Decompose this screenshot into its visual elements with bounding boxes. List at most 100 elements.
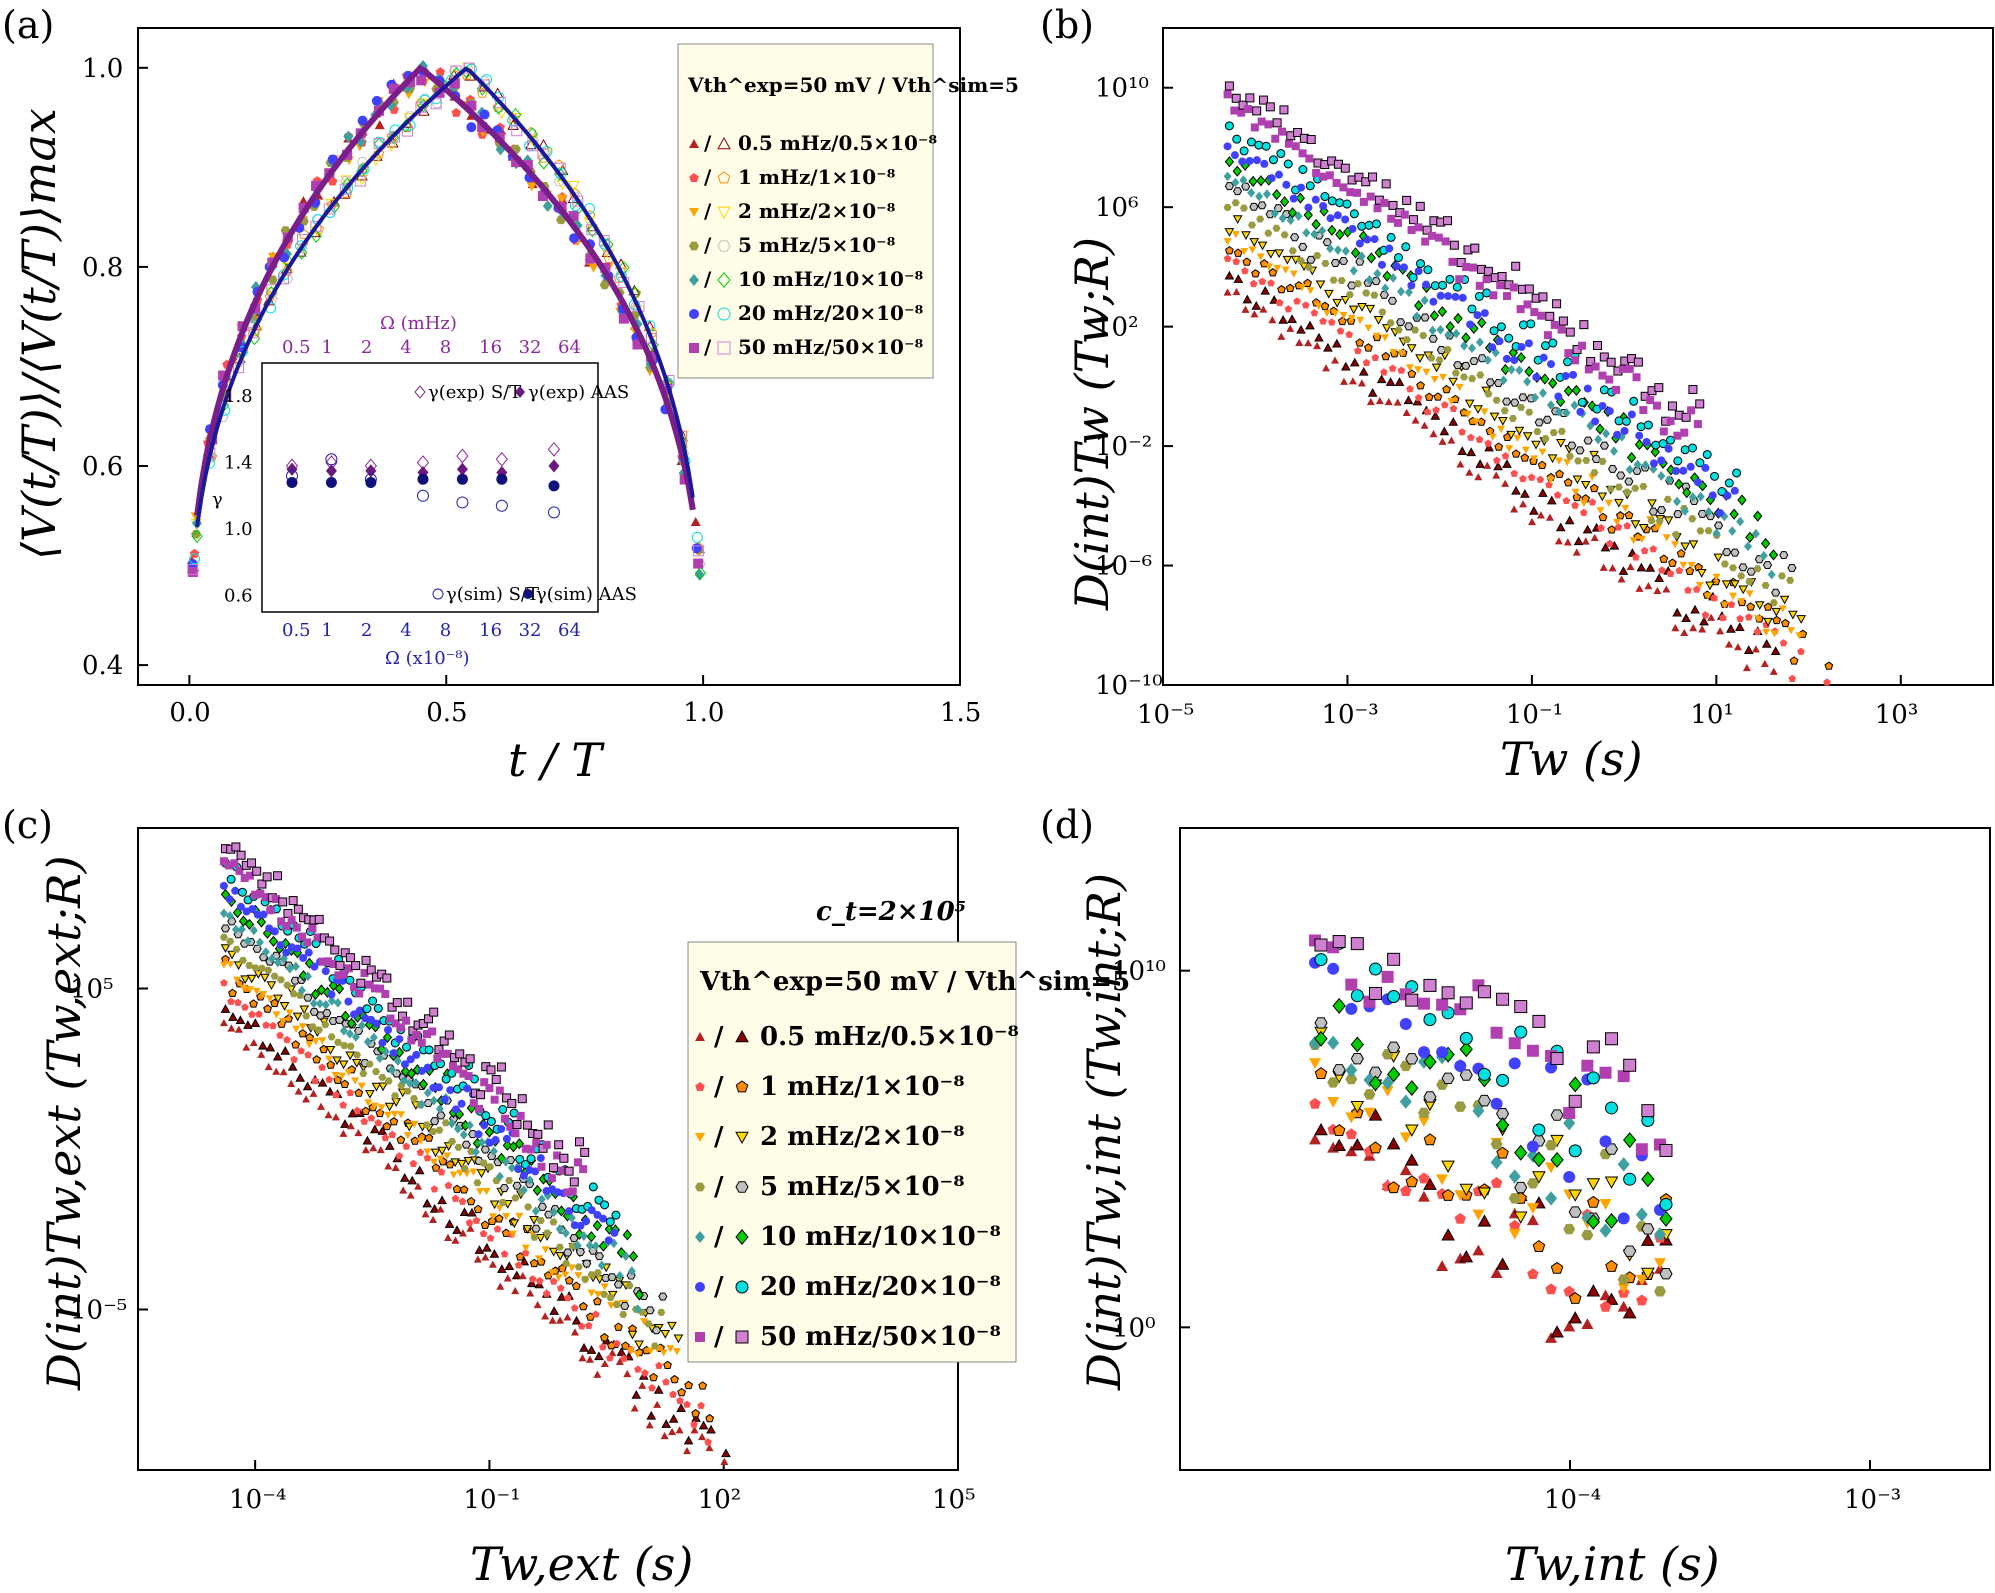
gc-exp-point xyxy=(486,1234,495,1242)
gb-exp-point xyxy=(1516,305,1525,314)
gc-exp-point xyxy=(219,908,228,919)
gb-sim-point xyxy=(1386,232,1396,242)
gc-exp-point xyxy=(511,1194,520,1202)
gb-sim-point xyxy=(1357,221,1367,231)
gd-sim-point xyxy=(1495,1257,1510,1270)
gb-exp-point xyxy=(1312,168,1321,177)
gb-sim-point xyxy=(1254,140,1264,150)
gb-sim-point xyxy=(1445,274,1455,284)
gb-exp-point xyxy=(1644,582,1653,590)
gc-sim-point xyxy=(351,961,361,971)
gb-sim-point xyxy=(1364,220,1374,230)
inset-point xyxy=(496,473,508,485)
gb-exp-point xyxy=(1696,491,1705,502)
legend-a-entry: 5 mHz/5×10⁻⁸ xyxy=(738,233,896,257)
gb-sim-point xyxy=(1258,95,1268,105)
gd-exp-point xyxy=(1490,1267,1503,1279)
gc-exp-point xyxy=(600,1359,609,1368)
gc-exp-point xyxy=(574,1272,583,1280)
gc-exp-point xyxy=(459,1069,468,1078)
gb-exp-point xyxy=(1402,336,1411,344)
gc-exp-point xyxy=(261,947,270,957)
gd-exp-point xyxy=(1490,1155,1503,1170)
gb-sim-point xyxy=(1349,357,1360,367)
gc-sim-point xyxy=(494,1214,504,1223)
gb-sim-point xyxy=(1290,233,1300,242)
a-exp-point xyxy=(388,83,399,94)
gc-exp-point xyxy=(556,1284,565,1292)
legend-c-sim-marker xyxy=(735,1080,749,1093)
gc-sim-point xyxy=(514,1138,525,1150)
legend-c-slash: / xyxy=(714,1322,724,1352)
gb-sim-point xyxy=(1385,377,1396,386)
gc-exp-point xyxy=(531,1206,540,1216)
gc-sim-point xyxy=(382,1121,392,1131)
gb-exp-point xyxy=(1255,191,1264,202)
gd-exp-point xyxy=(1545,1191,1558,1206)
gb-sim-point xyxy=(1540,341,1550,351)
gc-exp-point xyxy=(367,1015,376,1024)
gc-exp-point xyxy=(421,1210,430,1218)
gb-sim-point xyxy=(1484,442,1494,452)
gc-sim-point xyxy=(293,904,303,914)
a-sim-point xyxy=(478,79,490,91)
gc-exp-point xyxy=(599,1343,607,1351)
gb-exp-point xyxy=(1240,248,1249,256)
gb-sim-point xyxy=(1416,259,1426,269)
gc-sim-point xyxy=(556,1291,567,1301)
legend-a-exp-marker xyxy=(689,343,699,353)
gc-sim-point xyxy=(238,915,249,927)
gc-sim-point xyxy=(580,1147,590,1157)
gb-exp-point xyxy=(1357,251,1366,261)
inset-top-tick: 16 xyxy=(479,337,502,358)
gc-exp-point xyxy=(269,1021,277,1030)
gb-exp-point xyxy=(1472,418,1481,426)
gb-sim-point xyxy=(1433,392,1443,401)
gb-exp-point xyxy=(1247,188,1256,198)
gb-exp-point xyxy=(1393,398,1402,406)
gb-sim-point xyxy=(1688,540,1699,550)
legend-c-sim-marker xyxy=(735,1280,749,1294)
gd-sim-point xyxy=(1350,989,1364,1003)
gc-sim-point xyxy=(481,1111,491,1121)
gb-exp-point xyxy=(1536,511,1545,519)
gc-exp-point xyxy=(599,1214,608,1223)
gb-sim-point xyxy=(1552,299,1562,309)
gd-exp-point xyxy=(1563,1285,1575,1297)
gb-exp-point xyxy=(1397,349,1406,357)
gb-sim-point xyxy=(1696,569,1707,578)
gb-sim-point xyxy=(1414,300,1424,312)
gc-exp-point xyxy=(582,1217,591,1226)
gc-exp-point xyxy=(423,1148,432,1156)
gc-exp-point xyxy=(314,1026,323,1034)
gc-exp-point xyxy=(465,1218,474,1227)
gc-sim-point xyxy=(246,974,257,984)
gc-sim-point xyxy=(476,1169,487,1178)
gc-sim-point xyxy=(634,1340,644,1350)
gb-sim-point xyxy=(1558,316,1568,326)
gc-exp-point xyxy=(515,1212,524,1221)
a-sim-point xyxy=(373,148,385,159)
gb-ytick-label: 10⁻¹⁰ xyxy=(1095,671,1163,701)
gb-exp-point xyxy=(1237,108,1246,117)
gc-exp-point xyxy=(705,1443,714,1452)
gb-exp-point xyxy=(1653,586,1662,595)
gb-exp-point xyxy=(1579,508,1588,517)
gc-exp-point xyxy=(502,1213,511,1221)
gb-exp-point xyxy=(1696,527,1705,535)
gc-exp-point xyxy=(317,1102,326,1110)
gd-exp-point xyxy=(1563,1170,1576,1183)
gd-exp-point xyxy=(1490,1097,1503,1110)
a-sim-point xyxy=(430,98,442,110)
gb-sim-point xyxy=(1251,300,1262,310)
gc-sim-point xyxy=(660,1330,671,1339)
gc-exp-point xyxy=(359,1070,368,1078)
gd-sim-point xyxy=(1641,1223,1655,1235)
gd-sim-point xyxy=(1405,1080,1419,1097)
gb-exp-point xyxy=(1769,599,1778,607)
gb-exp-point xyxy=(1555,457,1564,465)
gb-sim-point xyxy=(1340,296,1351,305)
gb-exp-point xyxy=(1267,174,1276,183)
gb-exp-point xyxy=(1443,346,1452,354)
gb-exp-point xyxy=(1475,435,1484,443)
